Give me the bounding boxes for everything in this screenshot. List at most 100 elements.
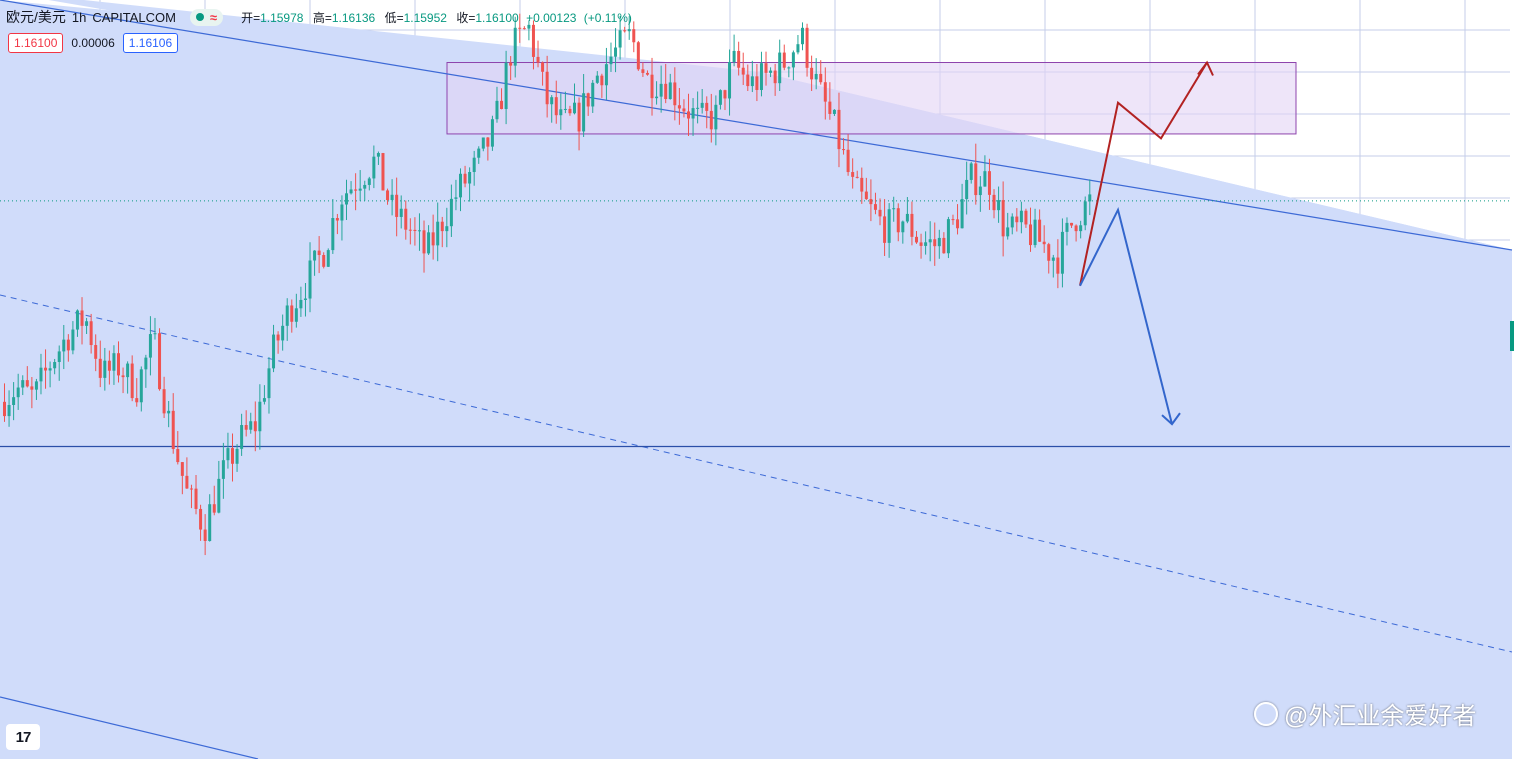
candle-body (614, 47, 618, 57)
candle (427, 225, 431, 256)
candle (399, 195, 403, 229)
candle (873, 192, 877, 215)
candle-body (536, 56, 540, 63)
candle-body (1047, 244, 1051, 261)
candle (1010, 213, 1014, 235)
candle-body (860, 177, 864, 192)
candle-body (673, 82, 677, 106)
candle-body (778, 52, 782, 84)
candle (641, 62, 645, 77)
candle-body (422, 230, 426, 254)
candle-body (983, 171, 987, 187)
market-status-pill[interactable]: ≈ (189, 8, 224, 26)
candle (732, 34, 736, 67)
candle (723, 89, 727, 111)
candle (326, 248, 330, 267)
candle (568, 105, 572, 116)
candle (655, 81, 659, 105)
candle (477, 146, 481, 164)
candle (481, 137, 485, 152)
sell-button[interactable]: 1.16100 (8, 33, 64, 53)
candle-body (1051, 257, 1055, 261)
candle (180, 462, 184, 495)
candle (1024, 208, 1028, 228)
candle-body (718, 90, 722, 105)
candle (614, 28, 618, 73)
candle-body (705, 102, 709, 111)
candle-body (951, 219, 955, 221)
candle-body (221, 460, 225, 479)
candle-body (518, 27, 522, 29)
candle (509, 56, 513, 80)
header-interval[interactable]: 1h (71, 9, 87, 25)
high-label: 高= (312, 10, 332, 25)
candle (303, 282, 307, 317)
candle-body (956, 219, 960, 229)
candle-body (335, 218, 339, 221)
candle-body (946, 219, 950, 254)
buy-button[interactable]: 1.16106 (122, 33, 179, 53)
candle (1074, 224, 1078, 242)
candle-body (636, 42, 640, 70)
candle-body (805, 27, 809, 68)
candle-body (258, 401, 262, 432)
candle (600, 73, 604, 98)
symbol-name[interactable]: 欧元/美元 (6, 9, 66, 25)
candle (313, 250, 317, 276)
approx-data-icon: ≈ (209, 9, 218, 25)
candle (272, 324, 276, 373)
candle-body (1042, 241, 1046, 245)
candle-body (313, 250, 317, 261)
candle-body (249, 421, 253, 430)
candle (144, 354, 148, 388)
candle (978, 176, 982, 212)
candle-body (299, 299, 303, 309)
candle (1029, 207, 1032, 252)
candle (919, 233, 923, 259)
candle (454, 179, 458, 211)
candle (167, 401, 171, 428)
candle-body (513, 27, 517, 66)
candle (604, 47, 608, 100)
candle (39, 353, 43, 395)
candle-body (650, 74, 654, 99)
candle-body (272, 334, 276, 369)
candle-body (600, 75, 604, 86)
bullish-path (1079, 61, 1208, 286)
candle (691, 98, 695, 136)
candle-body (627, 29, 631, 32)
candle (956, 204, 960, 235)
candle-body (582, 93, 586, 132)
candle-body (240, 425, 244, 449)
market-open-icon (195, 13, 204, 21)
candle-body (554, 97, 558, 116)
candle-body (677, 105, 681, 109)
tradingview-logo-icon[interactable]: 17 (6, 724, 40, 750)
candle-body (395, 194, 399, 217)
candle-body (472, 157, 476, 173)
candle (194, 474, 198, 515)
candle-body (285, 305, 289, 326)
candle (627, 16, 631, 40)
candle (290, 299, 294, 333)
candle (262, 385, 266, 405)
candle-body (148, 334, 152, 358)
candle-body (267, 368, 271, 399)
candle (463, 165, 467, 188)
candle (48, 361, 52, 388)
candle-body (563, 108, 567, 110)
candle-body (728, 62, 732, 99)
candle-body (171, 410, 175, 450)
candle-body (158, 333, 162, 390)
candle-body (942, 237, 946, 254)
candle-body (167, 410, 171, 414)
candle-body (117, 353, 120, 376)
candle-body (691, 108, 695, 119)
candle-body (107, 360, 111, 371)
candle-body (1015, 216, 1019, 223)
candle-body (7, 404, 11, 417)
candle (1042, 225, 1046, 253)
candle (805, 23, 809, 77)
